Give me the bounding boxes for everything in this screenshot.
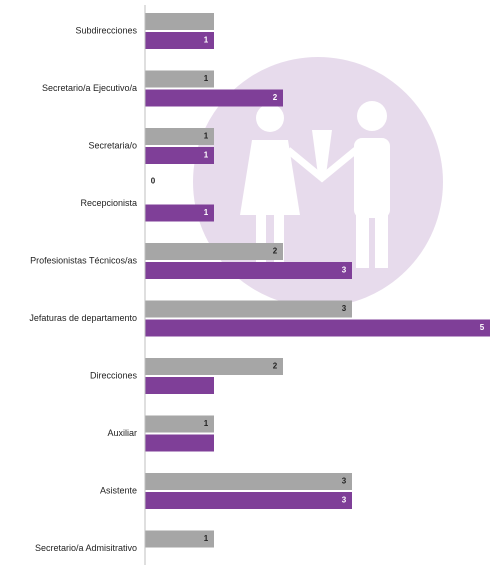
bar	[145, 13, 214, 30]
value-label: 5	[480, 323, 485, 332]
value-label: 3	[342, 304, 347, 313]
value-label: 2	[273, 362, 278, 371]
bar	[145, 300, 352, 318]
bar	[145, 377, 214, 394]
category-label: Subdirecciones	[75, 25, 137, 35]
bar	[145, 415, 214, 433]
category-label: Auxiliar	[107, 428, 137, 438]
value-label: 1	[204, 419, 209, 428]
value-label: 1	[204, 151, 209, 160]
bar	[145, 434, 214, 452]
value-label: 0	[151, 177, 156, 186]
bar	[145, 32, 214, 49]
bar	[145, 204, 214, 222]
category-label: Profesionistas Técnicos/as	[30, 255, 137, 265]
bar	[145, 147, 214, 164]
value-label: 3	[342, 266, 347, 275]
bar	[145, 473, 352, 490]
value-label: 3	[342, 496, 347, 505]
bar	[145, 492, 352, 509]
bar	[145, 243, 283, 260]
value-label: 3	[342, 477, 347, 486]
bar	[145, 530, 214, 548]
value-label: 2	[273, 247, 278, 256]
bar	[145, 128, 214, 145]
bar	[145, 70, 214, 88]
bar	[145, 358, 283, 375]
category-label: Secretario/a Ejecutivo/a	[42, 83, 137, 93]
bar	[145, 262, 352, 279]
category-label: Secretario/a Admisitrativo	[35, 543, 137, 553]
value-label: 1	[204, 74, 209, 83]
bar	[145, 89, 283, 107]
value-label: 1	[204, 36, 209, 45]
value-label: 1	[204, 132, 209, 141]
bar	[145, 319, 490, 337]
value-label: 1	[204, 208, 209, 217]
category-label: Secretaria/o	[88, 140, 137, 150]
category-label: Asistente	[100, 485, 137, 495]
category-label: Direcciones	[90, 370, 138, 380]
category-label: Recepcionista	[80, 198, 137, 208]
category-label: Jefaturas de departamento	[29, 313, 137, 323]
value-label: 1	[204, 534, 209, 543]
value-label: 2	[273, 93, 278, 102]
